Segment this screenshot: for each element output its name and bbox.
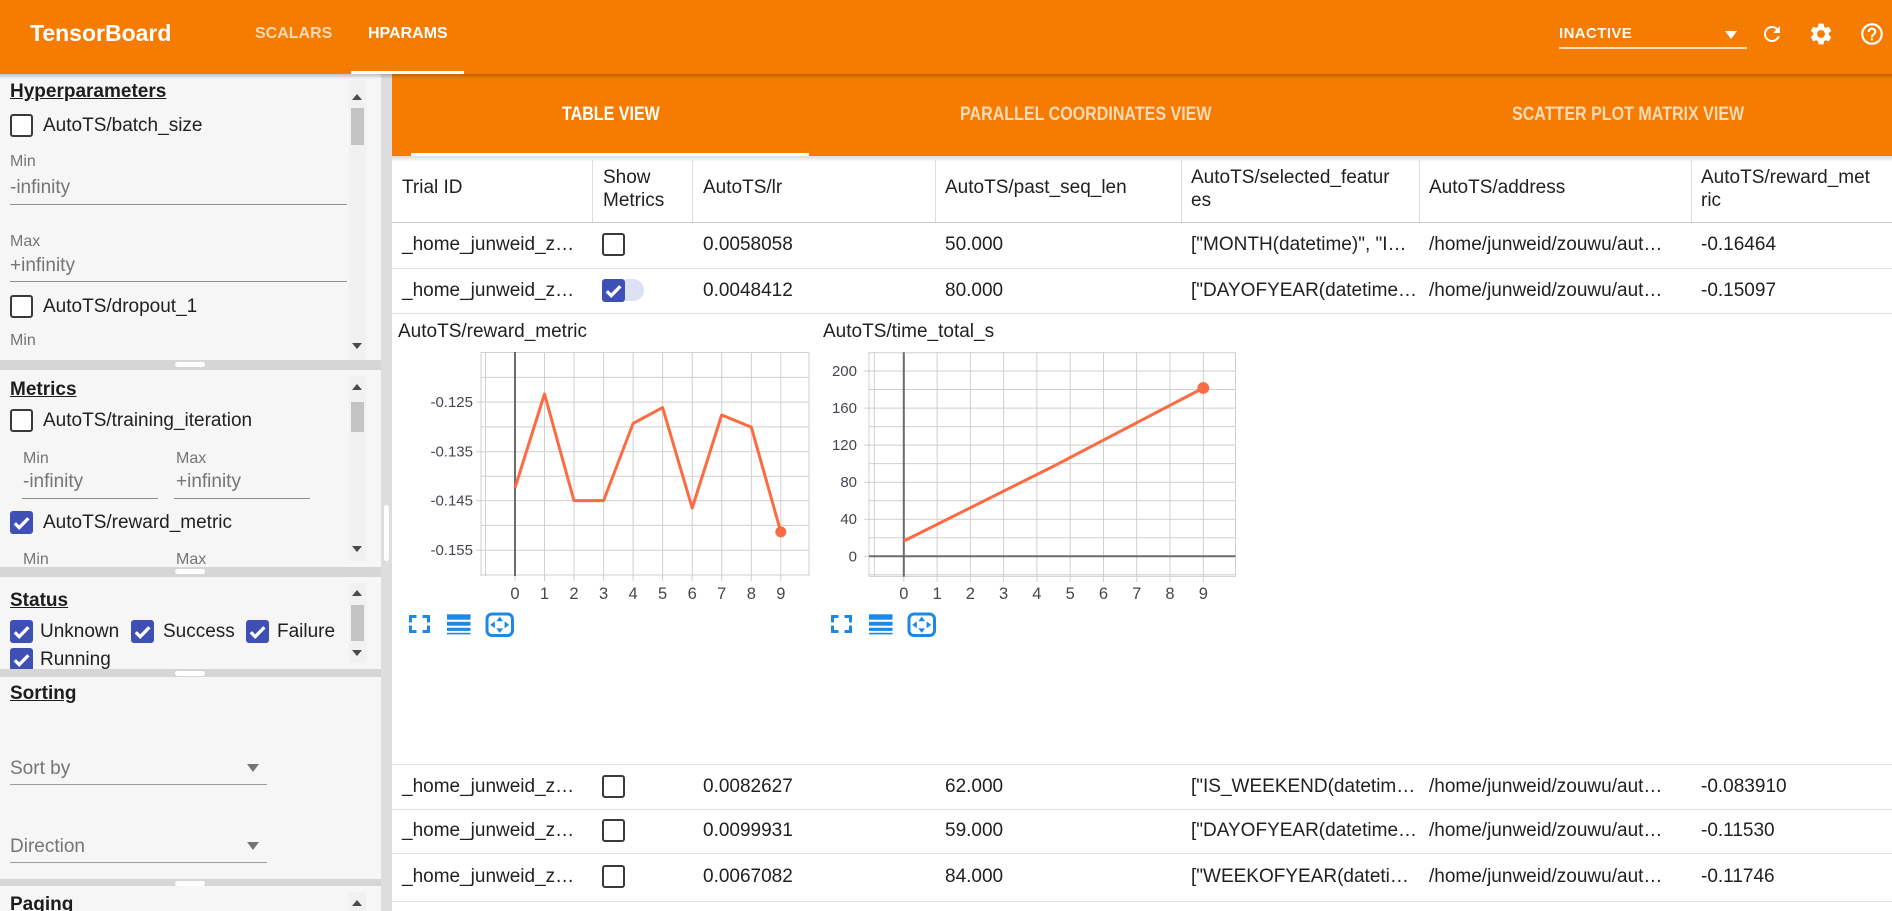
svg-text:0: 0 — [510, 585, 519, 603]
svg-text:120: 120 — [832, 437, 857, 454]
svg-text:6: 6 — [688, 585, 697, 603]
svg-text:-0.155: -0.155 — [430, 542, 473, 559]
svg-text:8: 8 — [747, 585, 756, 603]
svg-text:4: 4 — [1032, 585, 1041, 603]
svg-text:40: 40 — [840, 511, 857, 528]
svg-text:7: 7 — [1132, 585, 1141, 603]
svg-text:3: 3 — [599, 585, 608, 603]
svg-text:5: 5 — [1066, 585, 1075, 603]
svg-text:-0.145: -0.145 — [430, 493, 473, 510]
svg-text:3: 3 — [999, 585, 1008, 603]
svg-text:6: 6 — [1099, 585, 1108, 603]
svg-text:7: 7 — [717, 585, 726, 603]
svg-text:2: 2 — [569, 585, 578, 603]
svg-text:-0.125: -0.125 — [430, 394, 473, 411]
svg-text:1: 1 — [540, 585, 549, 603]
svg-text:80: 80 — [840, 474, 857, 491]
svg-text:0: 0 — [899, 585, 908, 603]
svg-text:4: 4 — [629, 585, 638, 603]
svg-text:5: 5 — [658, 585, 667, 603]
svg-text:1: 1 — [933, 585, 942, 603]
svg-text:2: 2 — [966, 585, 975, 603]
svg-text:0: 0 — [849, 548, 857, 565]
svg-text:9: 9 — [1199, 585, 1208, 603]
svg-text:-0.135: -0.135 — [430, 444, 473, 461]
svg-text:8: 8 — [1165, 585, 1174, 603]
svg-text:9: 9 — [776, 585, 785, 603]
svg-text:200: 200 — [832, 363, 857, 380]
svg-text:160: 160 — [832, 400, 857, 417]
